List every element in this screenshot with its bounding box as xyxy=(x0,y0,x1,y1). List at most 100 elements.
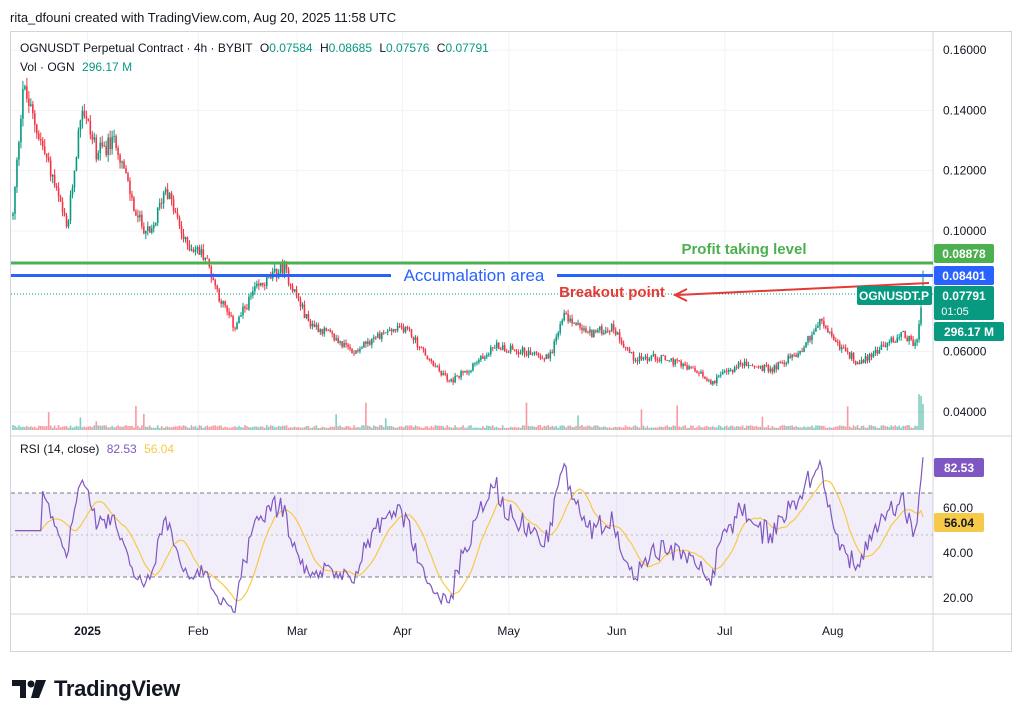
volume-bar xyxy=(57,425,60,430)
volume-bar xyxy=(646,425,649,430)
volume-bar xyxy=(256,426,258,430)
chart-frame[interactable]: Profit taking level Accumalation area Br… xyxy=(10,31,1012,652)
candle-body xyxy=(87,118,90,121)
volume-bar xyxy=(892,426,895,430)
volume-bar xyxy=(392,426,395,430)
tradingview-logo[interactable]: TradingView xyxy=(12,676,180,702)
candle-body xyxy=(497,342,500,349)
volume-bar xyxy=(624,425,627,430)
candle-body xyxy=(198,247,201,255)
accumulation-label[interactable]: Accumalation area xyxy=(404,266,545,285)
candle-body xyxy=(462,371,464,373)
breakout-arrow[interactable] xyxy=(676,282,930,296)
candle-body xyxy=(551,352,554,353)
volume-bar xyxy=(779,426,782,430)
candle-body xyxy=(612,324,615,331)
candle-body xyxy=(866,356,869,361)
profit-taking-label[interactable]: Profit taking level xyxy=(681,241,806,258)
candle-body xyxy=(620,340,623,344)
candle-body xyxy=(297,295,300,300)
volume-bar xyxy=(333,426,335,430)
volume-bar xyxy=(719,426,722,430)
candle-body xyxy=(250,295,252,297)
volume-legend[interactable]: Vol · OGN 296.17 M xyxy=(20,60,136,74)
volume-bar xyxy=(735,426,738,430)
symbol-name[interactable]: OGNUSDT Perpetual Contract · 4h · BYBIT xyxy=(20,41,253,55)
candle-body xyxy=(585,328,587,333)
volume-bar xyxy=(507,427,510,430)
candle-body xyxy=(640,355,643,360)
volume-bar xyxy=(743,427,746,430)
candle-body xyxy=(230,315,232,317)
volume-bar xyxy=(678,426,680,430)
candle-body xyxy=(809,336,811,341)
price-axis[interactable]: 0.16000 0.14000 0.12000 0.10000 0.06000 0.040… xyxy=(943,43,987,419)
candle-body xyxy=(499,348,502,350)
candle-body xyxy=(121,161,123,163)
candle-body xyxy=(327,330,330,331)
candle-body xyxy=(361,347,363,349)
candle-body xyxy=(577,322,579,325)
volume-bar xyxy=(710,426,712,430)
candle-body xyxy=(601,326,603,335)
breakout-label[interactable]: Breakout point xyxy=(559,284,665,301)
volume-bar xyxy=(148,425,151,430)
candle-body xyxy=(117,147,119,155)
volume-bar xyxy=(880,425,883,430)
volume-bar xyxy=(105,425,107,430)
time-tick-label: Apr xyxy=(393,624,412,638)
candle-body xyxy=(275,268,278,278)
candle-body xyxy=(573,323,575,324)
candle-body xyxy=(244,306,246,309)
candle-body xyxy=(541,358,544,360)
volume-bar xyxy=(111,425,113,430)
rsi-tick-label: 40.00 xyxy=(943,546,973,560)
volume-bar xyxy=(456,427,458,430)
volume-bar xyxy=(230,427,232,430)
volume-bar xyxy=(91,427,94,430)
candle-body xyxy=(918,324,920,340)
volume-bar xyxy=(297,427,300,430)
candle-body xyxy=(555,336,558,342)
candle-body xyxy=(113,136,115,137)
volume-bar xyxy=(517,427,520,430)
volume-bar xyxy=(811,425,813,430)
candle-body xyxy=(704,376,706,379)
volume-bar xyxy=(630,427,633,430)
volume-bar xyxy=(884,426,887,430)
volume-bar xyxy=(299,427,302,430)
candle-body xyxy=(47,157,50,161)
candle-body xyxy=(135,211,137,216)
candle-body xyxy=(41,140,44,147)
chart-canvas[interactable]: Profit taking level Accumalation area Br… xyxy=(11,32,1011,651)
volume-bar xyxy=(648,427,651,430)
volume-bar xyxy=(99,425,102,430)
candle-body xyxy=(525,354,528,356)
candle-body xyxy=(474,363,476,365)
candle-body xyxy=(369,341,371,345)
time-axis[interactable]: 2025 Feb Mar Apr May Jun Jul Aug xyxy=(74,624,843,638)
volume-bar xyxy=(597,425,599,430)
candle-body xyxy=(680,361,682,367)
symbol-legend[interactable]: OGNUSDT Perpetual Contract · 4h · BYBIT … xyxy=(20,41,493,55)
candle-body xyxy=(301,304,304,307)
volume-bar xyxy=(789,425,791,430)
price-tick-label: 0.12000 xyxy=(943,164,987,178)
candle-body xyxy=(696,371,698,373)
volume-bar xyxy=(404,425,407,430)
candle-body xyxy=(533,352,536,354)
candle-body xyxy=(422,347,425,350)
volume-bar xyxy=(670,426,673,430)
volume-bar xyxy=(521,425,524,430)
candle-body xyxy=(775,365,778,370)
volume-bar xyxy=(491,425,494,430)
tradingview-brand: TradingView xyxy=(54,676,180,701)
candle-body xyxy=(614,330,617,335)
candle-body xyxy=(378,333,381,339)
candle-body xyxy=(821,318,823,321)
volume-bar xyxy=(32,427,34,430)
candle-body xyxy=(511,345,514,350)
volume-bar xyxy=(575,425,577,430)
candle-body xyxy=(426,355,429,360)
rsi-legend[interactable]: RSI (14, close) 82.53 56.04 xyxy=(20,442,178,456)
